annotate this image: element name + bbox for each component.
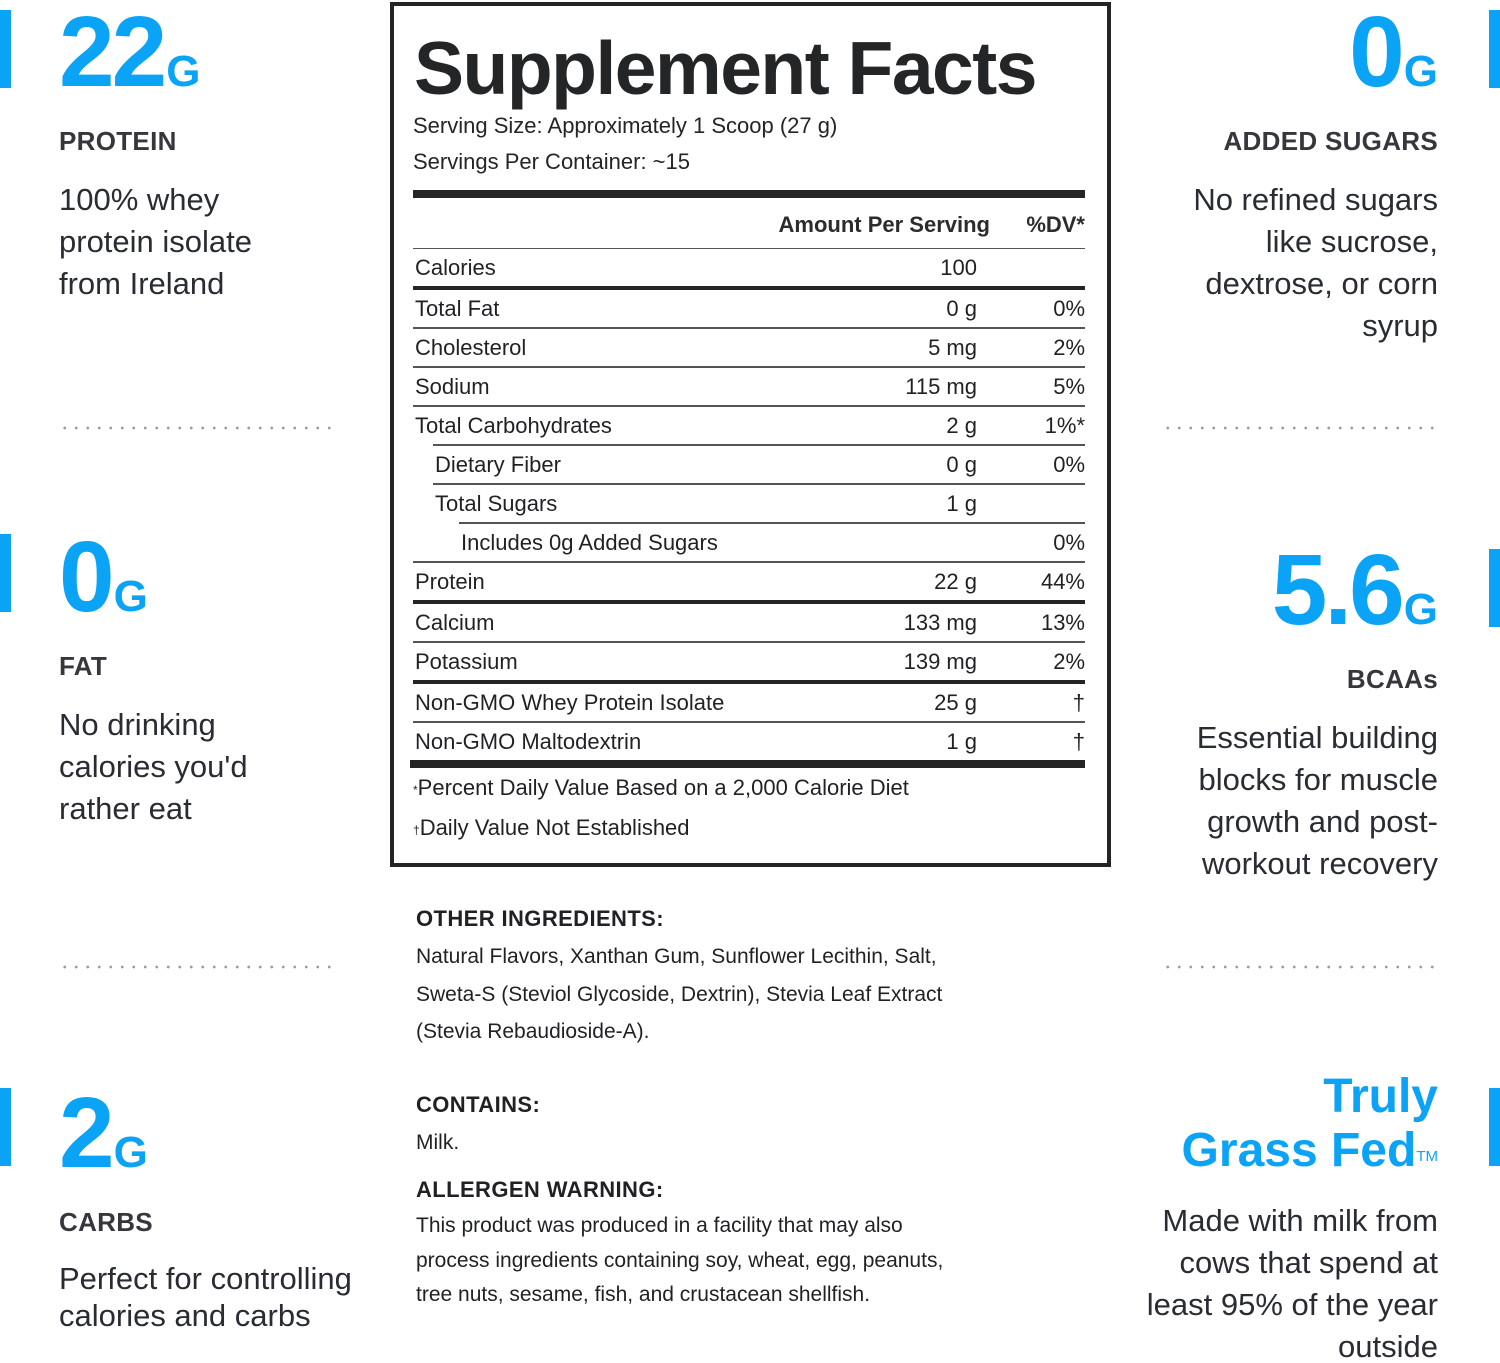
stat-carbs: 2G CARBS Perfect for controlling calorie… — [59, 1083, 359, 1334]
divider-thick — [410, 760, 1085, 768]
divider — [459, 522, 1085, 524]
other-ingredients-line: Sweta-S (Steviol Glycoside, Dextrin), St… — [416, 982, 943, 1006]
other-ingredients-line: (Stevia Rebaudioside-A). — [416, 1020, 650, 1043]
stat-value: 22G — [59, 0, 201, 108]
divider — [413, 721, 1085, 723]
stat-label: FAT — [59, 651, 108, 681]
dotted-divider — [1162, 965, 1437, 969]
stat-description: Made with milk from cows that spend at l… — [1146, 1203, 1438, 1363]
accent-bar-bcaas — [1489, 549, 1500, 627]
ingredients-section: OTHER INGREDIENTS: Natural Flavors, Xant… — [416, 900, 1096, 1313]
accent-bar-fat — [0, 534, 11, 612]
table-row: Total Carbohydrates 2 g 1%* — [415, 412, 1085, 438]
divider — [413, 680, 1085, 684]
table-row: Includes 0g Added Sugars 0% — [461, 529, 1085, 555]
stat-value: 5.6G — [1271, 534, 1438, 646]
stat-protein: 22G PROTEIN 100% whey protein isolate fr… — [59, 2, 359, 305]
stat-grass-fed: Truly Grass FedTM Made with milk from co… — [1138, 1070, 1438, 1363]
accent-bar-carbs — [0, 1088, 11, 1166]
divider — [413, 248, 1085, 249]
grass-fed-title: Truly Grass FedTM — [1181, 1070, 1438, 1177]
stat-value: 0G — [1349, 0, 1438, 108]
other-ingredients-line: Natural Flavors, Xanthan Gum, Sunflower … — [416, 945, 937, 968]
dotted-divider — [59, 965, 334, 969]
table-row: Non-GMO Maltodextrin 1 g † — [415, 728, 1085, 754]
divider — [413, 286, 1085, 290]
stat-added-sugars: 0G ADDED SUGARS No refined sugars like s… — [1138, 2, 1438, 347]
stat-label: BCAAs — [1346, 664, 1438, 694]
dotted-divider — [1162, 426, 1437, 430]
trademark-mark: TM — [1416, 1148, 1438, 1165]
table-row: Dietary Fiber 0 g 0% — [435, 451, 1085, 477]
table-row: Potassium 139 mg 2% — [415, 648, 1085, 674]
stat-label: PROTEIN — [59, 126, 177, 156]
table-row: Non-GMO Whey Protein Isolate 25 g † — [415, 689, 1085, 715]
supplement-facts-panel: Supplement Facts Serving Size: Approxima… — [390, 2, 1111, 867]
table-row: Total Sugars 1 g — [435, 490, 977, 516]
accent-bar-protein — [0, 10, 11, 88]
servings-per-container: Servings Per Container: ~15 — [413, 149, 690, 174]
allergen-warning-line: process ingredients containing soy, whea… — [416, 1248, 944, 1272]
stat-value: 2G — [59, 1077, 148, 1189]
divider — [413, 600, 1085, 604]
stat-description: 100% whey protein isolate from Ireland — [59, 182, 253, 301]
header-amount: Amount Per Serving — [778, 212, 990, 237]
table-row: Sodium 115 mg 5% — [415, 373, 1085, 399]
divider — [413, 366, 1085, 368]
stat-description: Perfect for controlling calories and car… — [59, 1261, 352, 1333]
stat-fat: 0G FAT No drinking calories you'd rather… — [59, 527, 359, 830]
table-row: Calcium 133 mg 13% — [415, 609, 1085, 635]
contains-heading: CONTAINS: — [416, 1091, 541, 1117]
serving-size: Serving Size: Approximately 1 Scoop (27 … — [413, 113, 838, 138]
divider — [413, 641, 1085, 643]
stat-description: Essential building blocks for muscle gro… — [1196, 720, 1438, 881]
table-row: Total Fat 0 g 0% — [415, 295, 1085, 321]
divider — [413, 561, 1085, 563]
accent-bar-grass-fed — [1489, 1088, 1500, 1166]
stat-description: No drinking calories you'd rather eat — [59, 707, 248, 826]
stat-value: 0G — [59, 521, 148, 633]
divider — [413, 405, 1085, 407]
table-row: Calories 100 — [415, 254, 977, 280]
divider-thick — [413, 190, 1085, 198]
supplement-facts-title: Supplement Facts — [414, 26, 1037, 110]
accent-bar-added-sugars — [1489, 10, 1500, 88]
divider — [413, 327, 1085, 329]
stat-label: CARBS — [59, 1207, 153, 1237]
stat-label: ADDED SUGARS — [1223, 126, 1438, 156]
table-row: Cholesterol 5 mg 2% — [415, 334, 1085, 360]
table-header: Amount Per Serving %DV* — [413, 198, 1085, 248]
divider — [433, 444, 1085, 446]
allergen-warning-line: This product was produced in a facility … — [416, 1214, 903, 1237]
other-ingredients-heading: OTHER INGREDIENTS: — [416, 906, 664, 931]
allergen-warning-heading: ALLERGEN WARNING: — [416, 1177, 664, 1202]
footnote-not-established: †Daily Value Not Established — [413, 815, 690, 840]
stat-description: No refined sugars like sucrose, dextrose… — [1193, 182, 1438, 343]
table-row: Protein 22 g 44% — [415, 568, 1085, 594]
allergen-warning-line: tree nuts, sesame, fish, and crustacean … — [416, 1283, 871, 1306]
stat-bcaas: 5.6G BCAAs Essential building blocks for… — [1138, 540, 1438, 885]
header-dv: %DV* — [1026, 212, 1085, 237]
divider — [433, 483, 1085, 485]
footnote-daily-value: *Percent Daily Value Based on a 2,000 Ca… — [413, 775, 909, 800]
contains-text: Milk. — [416, 1130, 460, 1154]
dotted-divider — [59, 426, 334, 430]
